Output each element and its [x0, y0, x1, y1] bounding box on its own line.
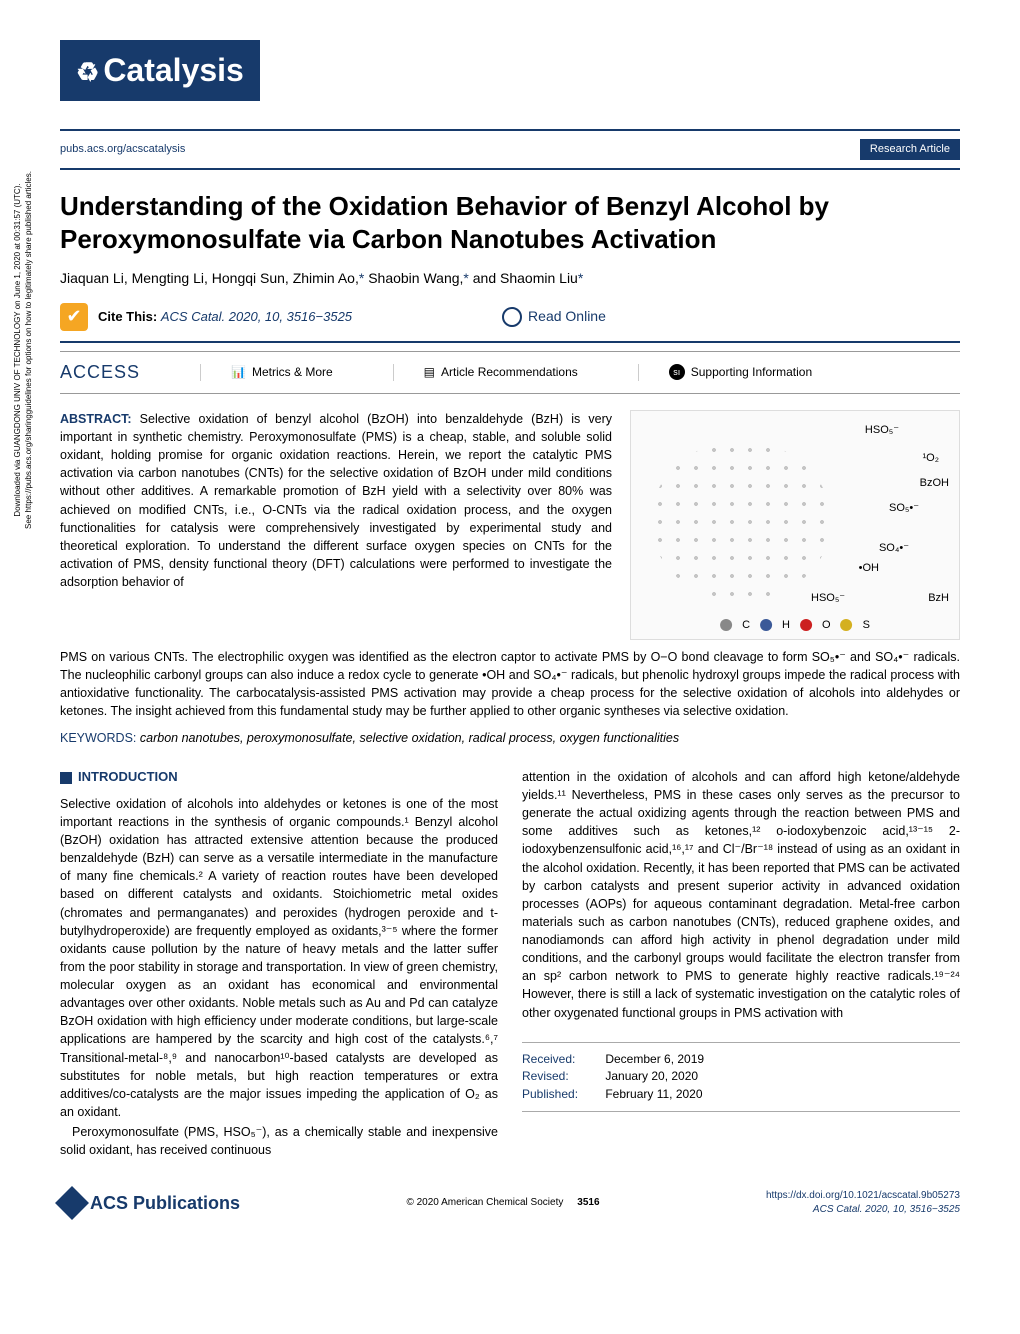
atom-legend: C H O S — [720, 618, 870, 633]
recycle-icon: ♻ — [76, 57, 99, 87]
toc-label: HSO₅⁻ — [811, 591, 845, 606]
checkmark-icon: ✔ — [60, 303, 88, 331]
toc-label: SO₅•⁻ — [889, 501, 919, 516]
toc-label: •OH — [859, 561, 879, 576]
pubs-row: pubs.acs.org/acscatalysis Research Artic… — [60, 139, 960, 160]
recommendations-link[interactable]: ▤ Article Recommendations — [393, 364, 578, 381]
toc-label: SO₄•⁻ — [879, 541, 909, 556]
right-column: attention in the oxidation of alcohols a… — [522, 768, 960, 1159]
section-header-introduction: INTRODUCTION — [60, 768, 498, 787]
intro-paragraph: Selective oxidation of alcohols into ald… — [60, 795, 498, 1121]
access-label[interactable]: ACCESS — [60, 360, 140, 385]
divider — [60, 341, 960, 343]
toc-graphic: HSO₅⁻ ¹O₂ BzOH SO₅•⁻ SO₄•⁻ •OH HSO₅⁻ BzH… — [630, 410, 960, 640]
authors: Jiaquan Li, Mengting Li, Hongqi Sun, Zhi… — [60, 269, 960, 289]
molecule-illustration — [651, 441, 831, 601]
toc-label: BzH — [928, 591, 949, 606]
read-online-link[interactable]: Read Online — [502, 307, 606, 327]
intro-paragraph: attention in the oxidation of alcohols a… — [522, 768, 960, 1022]
supporting-info-link[interactable]: sı Supporting Information — [638, 364, 812, 381]
divider — [60, 129, 960, 131]
divider — [60, 168, 960, 170]
toc-label: ¹O₂ — [923, 451, 940, 466]
publisher-logo: ACS Publications — [60, 1191, 240, 1216]
list-icon: ▤ — [424, 364, 435, 381]
footer: ACS Publications © 2020 American Chemica… — [60, 1189, 960, 1217]
cite-row: ✔ Cite This: ACS Catal. 2020, 10, 3516−3… — [60, 303, 960, 331]
chart-icon: 📊 — [231, 364, 246, 381]
metrics-link[interactable]: 📊 Metrics & More — [200, 364, 333, 381]
acs-diamond-icon — [55, 1186, 89, 1220]
atom-c — [720, 619, 732, 631]
copyright: © 2020 American Chemical Society 3516 — [406, 1196, 599, 1210]
atom-h — [760, 619, 772, 631]
download-notice: Downloaded via GUANGDONG UNIV OF TECHNOL… — [12, 150, 34, 550]
dates-box: Received: December 6, 2019 Revised: Janu… — [522, 1042, 960, 1112]
atom-o — [800, 619, 812, 631]
article-title: Understanding of the Oxidation Behavior … — [60, 190, 960, 255]
abstract-continued: PMS on various CNTs. The electrophilic o… — [60, 648, 960, 721]
pubs-link[interactable]: pubs.acs.org/acscatalysis — [60, 142, 185, 157]
atom-s — [841, 619, 853, 631]
si-icon: sı — [669, 364, 685, 380]
toc-label: BzOH — [920, 476, 949, 491]
toc-label: HSO₅⁻ — [865, 423, 899, 438]
keywords: KEYWORDS: carbon nanotubes, peroxymonosu… — [60, 730, 960, 748]
footer-citation: https://dx.doi.org/10.1021/acscatal.9b05… — [766, 1189, 960, 1217]
abstract-text: ABSTRACT: Selective oxidation of benzyl … — [60, 410, 612, 640]
journal-logo: ♻Catalysis — [60, 40, 260, 101]
article-type-badge: Research Article — [860, 139, 960, 160]
intro-paragraph: Peroxymonosulfate (PMS, HSO₅⁻), as a che… — [60, 1123, 498, 1159]
cite-this: Cite This: ACS Catal. 2020, 10, 3516−352… — [98, 308, 352, 326]
access-bar: ACCESS 📊 Metrics & More ▤ Article Recomm… — [60, 351, 960, 394]
globe-icon — [502, 307, 522, 327]
left-column: INTRODUCTION Selective oxidation of alco… — [60, 768, 498, 1159]
